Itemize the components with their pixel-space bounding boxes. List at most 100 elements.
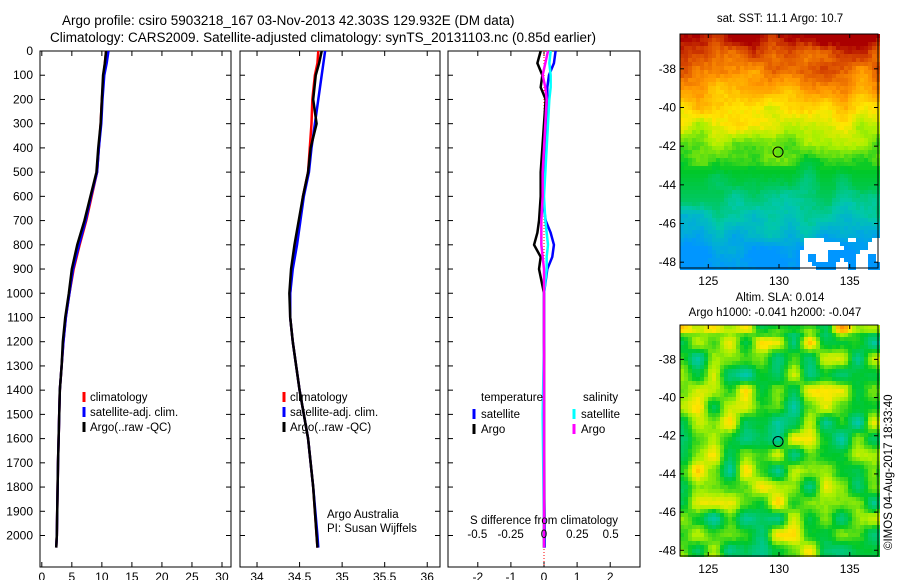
map-cell (804, 46, 808, 50)
map-cell (828, 361, 832, 365)
map-cell (772, 337, 776, 341)
map-cell (772, 461, 776, 465)
map-cell (740, 34, 744, 38)
map-cell (708, 369, 712, 373)
map-cell (736, 50, 740, 54)
map-cell (728, 409, 732, 413)
map-cell (828, 393, 832, 397)
map-cell (680, 154, 684, 158)
map-cell (744, 393, 748, 397)
map-cell (728, 42, 732, 46)
map-cell (784, 250, 788, 254)
map-cell (844, 453, 848, 457)
map-cell (780, 222, 784, 226)
map-cell (764, 78, 768, 82)
map-cell (748, 385, 752, 389)
map-cell (840, 90, 844, 94)
map-cell (740, 365, 744, 369)
map-cell (716, 429, 720, 433)
map-cell (848, 150, 852, 154)
map-cell (804, 50, 808, 54)
map-cell (856, 461, 860, 465)
map-cell (752, 373, 756, 377)
map-cell (832, 417, 836, 421)
map-cell (704, 445, 708, 449)
map-cell (820, 234, 824, 238)
map-cell (816, 146, 820, 150)
map-cell (752, 142, 756, 146)
map-cell (692, 62, 696, 66)
map-cell (796, 421, 800, 425)
map-cell (792, 58, 796, 62)
map-cell (724, 218, 728, 222)
map-cell (780, 190, 784, 194)
map-cell (852, 353, 856, 357)
map-cell (872, 385, 876, 389)
map-cell (852, 441, 856, 445)
map-cell (764, 166, 768, 170)
map-cell (744, 377, 748, 381)
map-cell (820, 62, 824, 66)
map-cell (752, 222, 756, 226)
map-cell (764, 234, 768, 238)
map-cell (864, 206, 868, 210)
map-cell (700, 254, 704, 258)
map-cell (768, 421, 772, 425)
map-cell (836, 206, 840, 210)
map-cell (808, 66, 812, 70)
map-cell (712, 154, 716, 158)
map-cell (800, 154, 804, 158)
map-cell (700, 150, 704, 154)
map-cell (760, 54, 764, 58)
map-cell (760, 82, 764, 86)
map-cell (780, 445, 784, 449)
map-cell (728, 86, 732, 90)
map-cell (708, 210, 712, 214)
map-cell (816, 461, 820, 465)
map-cell (772, 413, 776, 417)
map-cell (732, 262, 736, 266)
map-cell (744, 50, 748, 54)
map-cell (700, 473, 704, 477)
map-cell (792, 353, 796, 357)
map-cell (728, 218, 732, 222)
map-cell (788, 122, 792, 126)
map-cell (776, 441, 780, 445)
map-cell (852, 98, 856, 102)
map-cell (752, 134, 756, 138)
map-cell (748, 130, 752, 134)
map-cell (812, 210, 816, 214)
map-cell (764, 118, 768, 122)
map-cell (768, 329, 772, 333)
map-cell (696, 258, 700, 262)
map-cell (732, 150, 736, 154)
map-cell (864, 405, 868, 409)
map-cell (768, 178, 772, 182)
map-cell (788, 365, 792, 369)
map-cell (824, 325, 828, 329)
y-tick-label: 1200 (6, 335, 33, 349)
map-cell (856, 190, 860, 194)
map-cell (764, 250, 768, 254)
map-cell (840, 238, 844, 242)
map-cell (828, 162, 832, 166)
map-cell (724, 457, 728, 461)
map-cell (716, 58, 720, 62)
map-cell (684, 238, 688, 242)
map-cell (828, 158, 832, 162)
map-cell (692, 214, 696, 218)
map-cell (748, 469, 752, 473)
map-cell (816, 369, 820, 373)
map-cell (864, 234, 868, 238)
map-cell (816, 429, 820, 433)
map-cell (784, 182, 788, 186)
map-cell (688, 369, 692, 373)
map-cell (792, 118, 796, 122)
map-cell (708, 166, 712, 170)
map-cell (748, 349, 752, 353)
map-cell (720, 162, 724, 166)
map-cell (788, 254, 792, 258)
map-cell (856, 110, 860, 114)
map-cell (828, 114, 832, 118)
map-cell (856, 78, 860, 82)
